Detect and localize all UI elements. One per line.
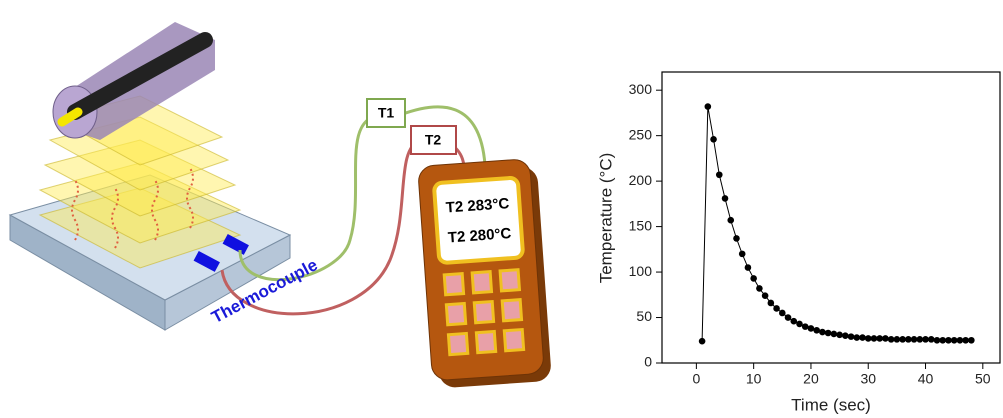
y-tick-label: 200: [629, 172, 653, 188]
data-point: [727, 217, 734, 224]
data-point: [716, 171, 723, 178]
data-point: [722, 195, 729, 202]
x-tick-label: 10: [746, 371, 762, 387]
data-point: [705, 103, 712, 110]
illustration: T1 T2 Thermocouple T2 283°C T2 280°C: [10, 22, 552, 389]
y-tick-label: 50: [636, 308, 652, 324]
data-point: [699, 338, 706, 345]
data-point: [922, 336, 929, 343]
data-point: [865, 335, 872, 342]
data-point: [916, 336, 923, 343]
series-line: [702, 107, 971, 342]
data-point: [802, 323, 809, 330]
data-point: [876, 335, 883, 342]
x-tick-label: 20: [803, 371, 819, 387]
key: [502, 300, 521, 321]
data-point: [888, 336, 895, 343]
data-point: [911, 336, 918, 343]
data-point: [768, 300, 775, 307]
key: [448, 333, 467, 354]
figure: T1 T2 Thermocouple T2 283°C T2 280°C Tim…: [0, 0, 1003, 418]
probe-label: T1: [378, 105, 395, 121]
probe-label: T2: [425, 132, 442, 148]
key: [446, 304, 465, 325]
data-point: [796, 321, 803, 328]
data-point: [853, 334, 860, 341]
data-point: [825, 330, 832, 337]
data-point: [819, 329, 826, 336]
data-point: [951, 337, 958, 344]
data-point: [968, 337, 975, 344]
data-point: [962, 337, 969, 344]
data-point: [750, 275, 757, 282]
meter: T2 283°C T2 280°C: [418, 158, 552, 389]
key: [476, 332, 495, 353]
key: [474, 302, 493, 323]
data-point: [710, 136, 717, 143]
data-point: [848, 333, 855, 340]
data-point: [745, 264, 752, 271]
data-point: [813, 327, 820, 334]
key: [500, 270, 519, 291]
x-tick-label: 40: [918, 371, 934, 387]
data-point: [808, 325, 815, 332]
data-point: [785, 314, 792, 321]
key: [472, 272, 491, 293]
keypad: [444, 270, 523, 355]
data-point: [957, 337, 964, 344]
data-point: [762, 292, 769, 299]
data-point: [899, 336, 906, 343]
y-axis-title: Temperature (°C): [596, 153, 615, 284]
key: [504, 330, 523, 351]
meter-screen: [434, 177, 523, 263]
x-tick-label: 50: [975, 371, 991, 387]
data-point: [859, 334, 866, 341]
data-point: [831, 331, 838, 338]
x-axis-title: Time (sec): [791, 395, 871, 414]
data-point: [842, 332, 849, 339]
x-tick-label: 0: [692, 371, 700, 387]
data-point: [934, 337, 941, 344]
y-tick-label: 150: [629, 217, 653, 233]
data-point: [945, 337, 952, 344]
y-tick-label: 100: [629, 263, 653, 279]
data-point: [928, 336, 935, 343]
y-tick-label: 300: [629, 81, 653, 97]
x-tick-label: 30: [860, 371, 876, 387]
data-point: [779, 310, 786, 317]
key: [444, 274, 463, 295]
data-point: [733, 235, 740, 242]
data-point: [790, 318, 797, 325]
data-point: [739, 251, 746, 258]
data-point: [756, 285, 763, 292]
y-tick-label: 0: [644, 354, 652, 370]
plot-frame: [662, 72, 1000, 363]
data-point: [836, 332, 843, 339]
data-point: [773, 305, 780, 312]
data-point: [871, 335, 878, 342]
data-point: [894, 336, 901, 343]
data-point: [882, 335, 889, 342]
data-point: [939, 337, 946, 344]
data-point: [905, 336, 912, 343]
y-tick-label: 250: [629, 126, 653, 142]
